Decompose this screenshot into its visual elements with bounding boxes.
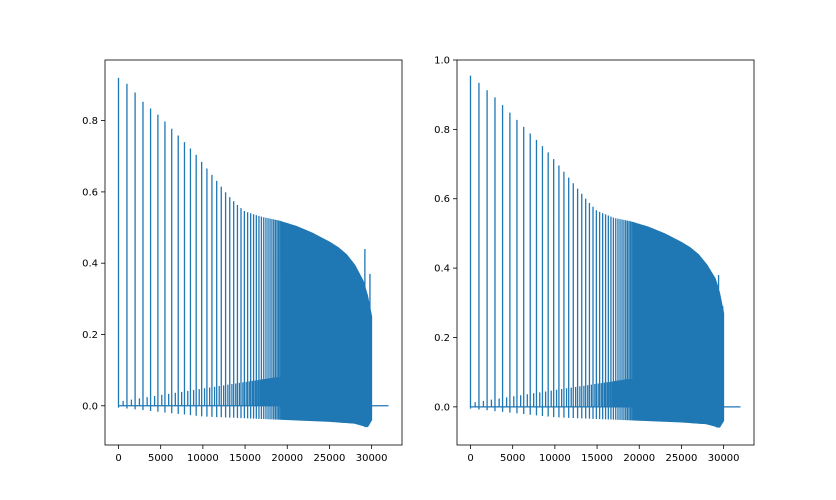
right-dense-spike-region [689, 250, 724, 428]
right-x-tick-label: 30000 [708, 453, 740, 464]
right-subplot: 0 5000 10000 15000 20000 25000 30000 0.0 0.2 0.4… [434, 56, 755, 464]
left-x-tick-label: 5000 [148, 453, 173, 464]
right-y-tick-label: 0.8 [434, 125, 450, 136]
right-plot-frame [456, 59, 755, 446]
right-x-axis: 0 5000 10000 15000 20000 25000 30000 [467, 445, 740, 464]
right-y-tick-label: 0.0 [434, 402, 450, 413]
right-y-tick-label: 1.0 [434, 56, 450, 67]
right-y-tick-label: 0.6 [434, 194, 450, 205]
right-x-tick-label: 15000 [581, 453, 613, 464]
left-x-tick-label: 0 [115, 453, 121, 464]
left-x-tick-label: 20000 [271, 453, 303, 464]
left-y-tick-label: 0.0 [82, 401, 98, 412]
right-y-tick-label: 0.4 [434, 264, 450, 275]
left-y-tick-label: 0.8 [82, 116, 98, 127]
left-y-tick-label: 0.6 [82, 187, 98, 198]
left-x-tick-label: 15000 [229, 453, 261, 464]
right-x-tick-label: 5000 [500, 453, 525, 464]
left-y-tick-label: 0.2 [82, 330, 98, 341]
right-x-tick-label: 25000 [666, 453, 698, 464]
right-y-axis: 0.0 0.2 0.4 0.6 0.8 1.0 [434, 56, 457, 413]
right-x-tick-label: 0 [467, 453, 473, 464]
left-x-tick-label: 25000 [314, 453, 346, 464]
left-plot-frame [104, 59, 403, 446]
left-dense-spike-region [337, 250, 372, 428]
left-y-tick-label: 0.4 [82, 259, 98, 270]
left-series-line [117, 77, 389, 428]
right-x-tick-label: 20000 [623, 453, 655, 464]
left-subplot: 0 5000 10000 15000 20000 25000 30000 0.0 0.2 0.4… [82, 59, 403, 464]
left-x-tick-label: 10000 [187, 453, 219, 464]
right-series-line [469, 75, 741, 428]
left-x-tick-label: 30000 [356, 453, 388, 464]
right-x-tick-label: 10000 [539, 453, 571, 464]
right-y-tick-label: 0.2 [434, 333, 450, 344]
left-x-axis: 0 5000 10000 15000 20000 25000 30000 [115, 445, 388, 464]
left-y-axis: 0.0 0.2 0.4 0.6 0.8 [82, 116, 105, 412]
